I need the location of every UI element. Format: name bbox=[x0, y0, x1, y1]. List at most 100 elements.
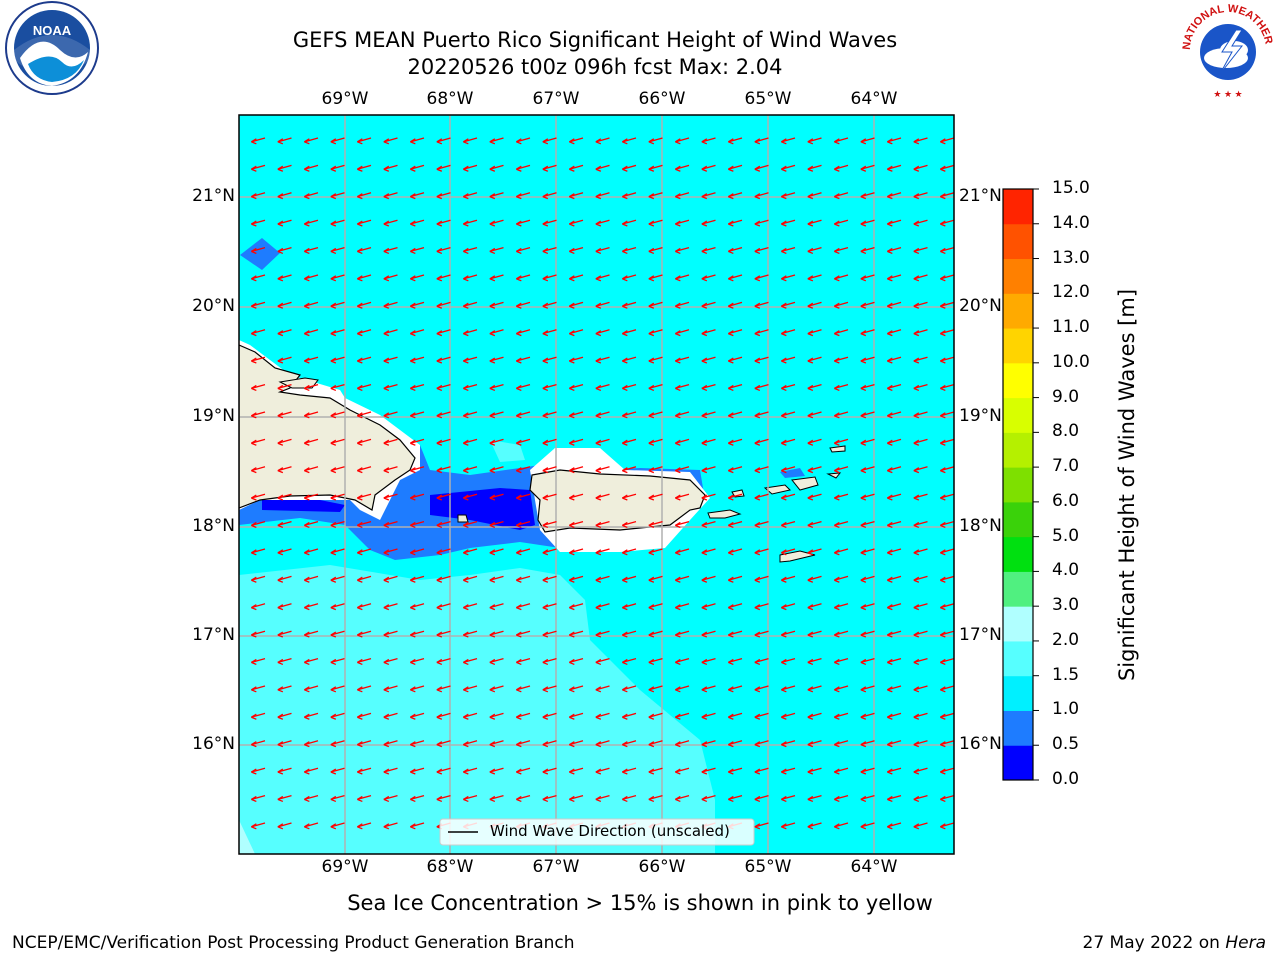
wave-arrow-head bbox=[357, 795, 363, 803]
wave-arrow-head bbox=[304, 741, 310, 748]
wave-arrow-head bbox=[595, 795, 602, 803]
wave-arrow-head bbox=[330, 576, 337, 583]
wave-arrow-head bbox=[648, 604, 655, 611]
wave-arrow-head bbox=[701, 713, 708, 720]
wave-arrow-head bbox=[754, 467, 761, 474]
wave-arrow-head bbox=[887, 741, 893, 748]
wave-arrow-head bbox=[834, 165, 840, 172]
lat-tick-left: 17°N bbox=[192, 625, 235, 645]
colorbar-tick: 1.5 bbox=[1052, 664, 1080, 685]
wave-arrow-head bbox=[410, 467, 416, 474]
wave-arrow-head bbox=[781, 384, 787, 392]
wave-arrow-head bbox=[516, 768, 522, 775]
wave-arrow-head bbox=[463, 795, 469, 803]
wave-arrow-head bbox=[463, 576, 469, 583]
wave-arrow-head bbox=[277, 138, 284, 145]
wave-arrow-head bbox=[834, 275, 840, 282]
wave-arrow-head bbox=[251, 604, 257, 611]
wave-arrow-head bbox=[277, 768, 284, 775]
wave-arrow-head bbox=[834, 439, 840, 446]
wave-arrow-head bbox=[516, 357, 522, 364]
wave-arrow-head bbox=[330, 165, 337, 172]
wave-arrow-head bbox=[383, 439, 390, 446]
wave-arrow-head bbox=[728, 768, 734, 775]
footer-org: NCEP/EMC/Verification Post Processing Pr… bbox=[12, 933, 575, 953]
wave-arrow-head bbox=[940, 165, 946, 172]
wave-arrow-head bbox=[383, 467, 390, 474]
colorbar-segment bbox=[1003, 640, 1033, 677]
wave-arrow-head bbox=[357, 247, 363, 255]
wave-arrow-head bbox=[834, 521, 840, 529]
wave-arrow-head bbox=[410, 330, 416, 337]
wave-arrow-head bbox=[436, 275, 443, 282]
wave-arrow-head bbox=[834, 658, 840, 666]
wave-arrow-head bbox=[463, 138, 469, 145]
wave-arrow-head bbox=[436, 741, 443, 748]
wave-arrow-head bbox=[622, 330, 628, 337]
wave-arrow-head bbox=[542, 713, 549, 720]
wave-arrow-head bbox=[357, 576, 363, 583]
wave-arrow-head bbox=[940, 741, 946, 748]
svg-text:NOAA: NOAA bbox=[33, 23, 72, 38]
wave-arrow-head bbox=[357, 275, 363, 282]
wave-arrow-head bbox=[330, 494, 337, 501]
wave-arrow-head bbox=[304, 795, 310, 803]
wave-arrow-head bbox=[463, 412, 469, 419]
wave-arrow-head bbox=[277, 521, 284, 529]
wave-arrow-head bbox=[887, 768, 893, 775]
colorbar-tick: 6.0 bbox=[1052, 490, 1080, 511]
wave-arrow-head bbox=[251, 549, 257, 556]
colorbar-segment bbox=[1003, 258, 1033, 294]
wave-arrow-head bbox=[277, 686, 284, 693]
wave-arrow-head bbox=[754, 330, 761, 337]
wave-arrow-head bbox=[754, 658, 761, 666]
wave-arrow-head bbox=[754, 795, 761, 803]
wave-arrow-head bbox=[436, 686, 443, 693]
sea-ice-note: Sea Ice Concentration > 15% is shown in … bbox=[347, 891, 933, 915]
wave-arrow-head bbox=[436, 247, 443, 255]
wave-arrow-head bbox=[251, 247, 257, 255]
wave-arrow-head bbox=[622, 412, 628, 419]
colorbar-segment bbox=[1003, 432, 1033, 468]
wave-arrow-head bbox=[860, 631, 867, 638]
wave-arrow-head bbox=[940, 138, 946, 145]
wave-arrow-head bbox=[595, 357, 602, 364]
wave-arrow-head bbox=[489, 494, 496, 501]
wind-wave-arrows bbox=[251, 137, 954, 830]
wave-arrow-head bbox=[304, 686, 310, 693]
wave-arrow-head bbox=[887, 220, 893, 227]
wave-arrow-head bbox=[569, 193, 575, 200]
wave-arrow-head bbox=[489, 576, 496, 583]
wave-arrow-head bbox=[277, 439, 284, 446]
wave-arrow-head bbox=[754, 165, 761, 172]
wave-arrow-head bbox=[675, 521, 681, 529]
wave-arrow-head bbox=[277, 247, 284, 255]
wave-arrow-head bbox=[807, 275, 814, 282]
svg-text:★ ★ ★: ★ ★ ★ bbox=[1213, 89, 1242, 99]
wave-arrow-head bbox=[781, 412, 787, 419]
wave-arrow-head bbox=[781, 795, 787, 803]
wave-arrow-head bbox=[648, 768, 655, 775]
wave-arrow-head bbox=[277, 823, 284, 830]
wave-arrow-head bbox=[463, 521, 469, 529]
contour-0-0 bbox=[430, 488, 535, 530]
wave-arrow-head bbox=[940, 631, 946, 638]
nws-logo: NATIONAL WEATHER SERVICE ★ ★ ★ bbox=[1176, 0, 1275, 99]
wave-arrow-head bbox=[516, 302, 522, 309]
wave-arrow-head bbox=[516, 138, 522, 145]
wave-arrow-head bbox=[304, 193, 310, 200]
wave-arrow-head bbox=[834, 631, 840, 638]
wave-arrow-head bbox=[887, 275, 893, 282]
footer-machine: Hera bbox=[1225, 933, 1266, 953]
wave-arrow-head bbox=[728, 604, 734, 611]
wave-arrow-head bbox=[834, 357, 840, 364]
lat-tick-right: 21°N bbox=[959, 186, 1002, 206]
wave-arrow-head bbox=[860, 357, 867, 364]
wave-arrow-head bbox=[887, 165, 893, 172]
wave-arrow-head bbox=[410, 384, 416, 392]
wave-arrow-head bbox=[330, 247, 337, 255]
wave-arrow-head bbox=[887, 247, 893, 255]
wave-arrow-head bbox=[834, 549, 840, 556]
wave-arrow-head bbox=[940, 275, 946, 282]
wave-arrow-head bbox=[754, 713, 761, 720]
